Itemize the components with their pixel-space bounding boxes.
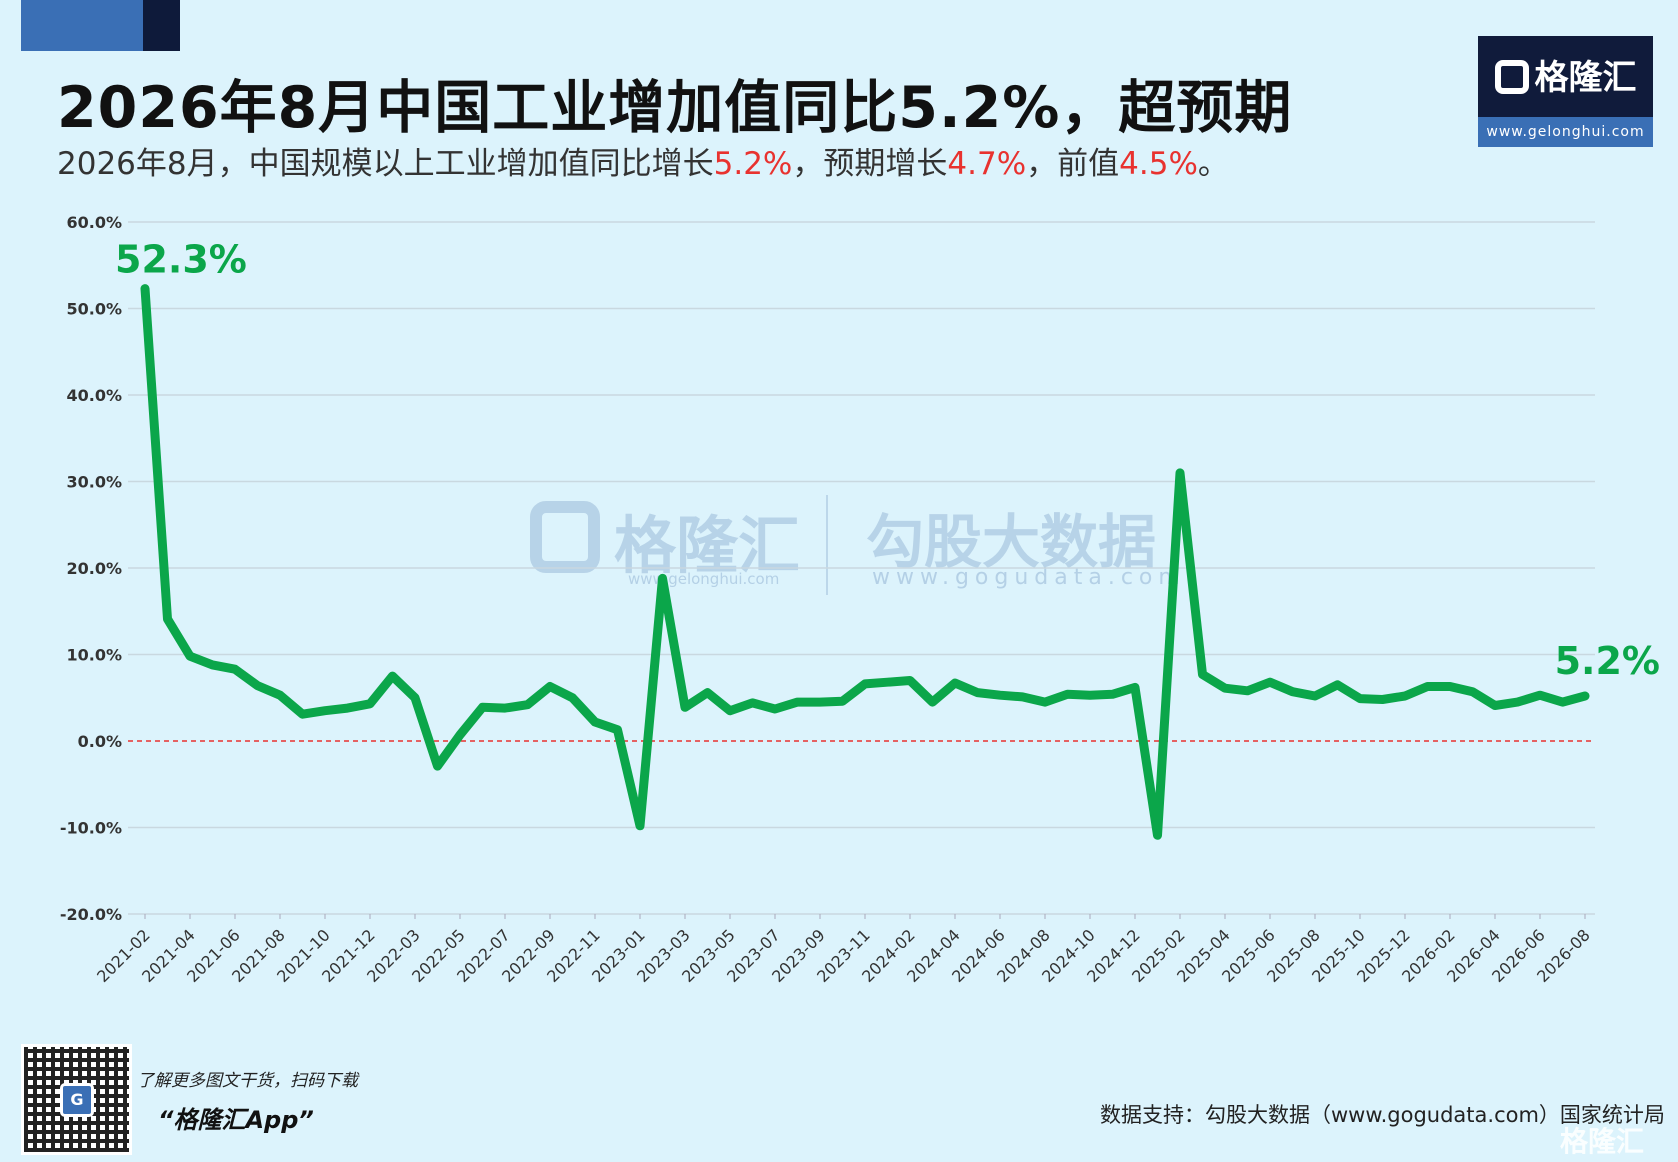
y-tick-label: 50.0% bbox=[66, 300, 122, 319]
y-tick-label: 10.0% bbox=[66, 646, 122, 665]
y-tick-label: 20.0% bbox=[66, 559, 122, 578]
y-tick-label: 30.0% bbox=[66, 473, 122, 492]
y-tick-label: 0.0% bbox=[78, 732, 122, 751]
y-tick-label: -20.0% bbox=[60, 905, 122, 924]
brand-g-icon bbox=[1494, 60, 1529, 94]
annotations: 52.3% 5.2% bbox=[115, 238, 1660, 683]
chart-subtitle: 2026年8月，中国规模以上工业增加值同比增长5.2%，预期增长4.7%，前值4… bbox=[57, 138, 1229, 183]
series-line-path bbox=[140, 284, 1590, 840]
y-tick-label: 40.0% bbox=[66, 386, 122, 405]
line-chart: -20.0% -10.0% 0.0% 10.0% 20.0% 30.0% 40.0% 50.0… bbox=[60, 213, 1660, 986]
grid-lines bbox=[128, 221, 1595, 915]
watermark-left: 格隆汇 bbox=[530, 495, 800, 585]
corner-watermark: 格隆汇 bbox=[1560, 1125, 1645, 1158]
subtitle-previous-value: 4.5% bbox=[1119, 146, 1198, 182]
watermark-right: 勾股大数据 bbox=[866, 508, 1157, 576]
app-promo-text: 了解更多图文干货，扫码下载 bbox=[137, 1071, 358, 1091]
brand-logo-name: 格隆汇 bbox=[1478, 50, 1653, 99]
subtitle-text-3: ，前值 bbox=[1026, 146, 1120, 182]
y-tick-label: 60.0% bbox=[66, 213, 122, 232]
series-line bbox=[140, 284, 1590, 840]
subtitle-text-1: 2026年8月，中国规模以上工业增加值同比增长 bbox=[57, 146, 714, 182]
brand-logo: 格隆汇 www.gelonghui.com bbox=[1478, 36, 1653, 147]
watermark-g-icon bbox=[530, 501, 600, 573]
subtitle-actual-value: 5.2% bbox=[713, 146, 793, 182]
app-promo-name: “格隆汇App” bbox=[158, 1106, 314, 1134]
subtitle-expected-value: 4.7% bbox=[947, 146, 1027, 182]
brand-logo-url: www.gelonghui.com bbox=[1478, 117, 1653, 147]
chart-title: 2026年8月中国工业增加值同比5.2%，超预期 bbox=[57, 75, 1293, 141]
data-label: 52.3% bbox=[115, 238, 247, 282]
data-label: 5.2% bbox=[1555, 639, 1660, 683]
y-axis-ticks: -20.0% -10.0% 0.0% 10.0% 20.0% 30.0% 40.0% 50.0… bbox=[60, 213, 122, 924]
header-accent-dark bbox=[143, 0, 180, 51]
subtitle-text-4: 。 bbox=[1197, 146, 1229, 182]
y-tick-label: -10.0% bbox=[60, 819, 122, 838]
qr-badge-icon: G bbox=[60, 1083, 94, 1117]
watermark-right-url: www.gogudata.com bbox=[872, 565, 1186, 590]
data-source: 数据支持：勾股大数据（www.gogudata.com）国家统计局 bbox=[1100, 1103, 1665, 1127]
subtitle-text-2: ，预期增长 bbox=[792, 146, 948, 182]
x-axis-ticks: 2021-022021-042021-062021-082021-102021-… bbox=[93, 914, 1594, 986]
header-accent-blue bbox=[21, 0, 143, 51]
watermark-divider bbox=[826, 495, 828, 595]
